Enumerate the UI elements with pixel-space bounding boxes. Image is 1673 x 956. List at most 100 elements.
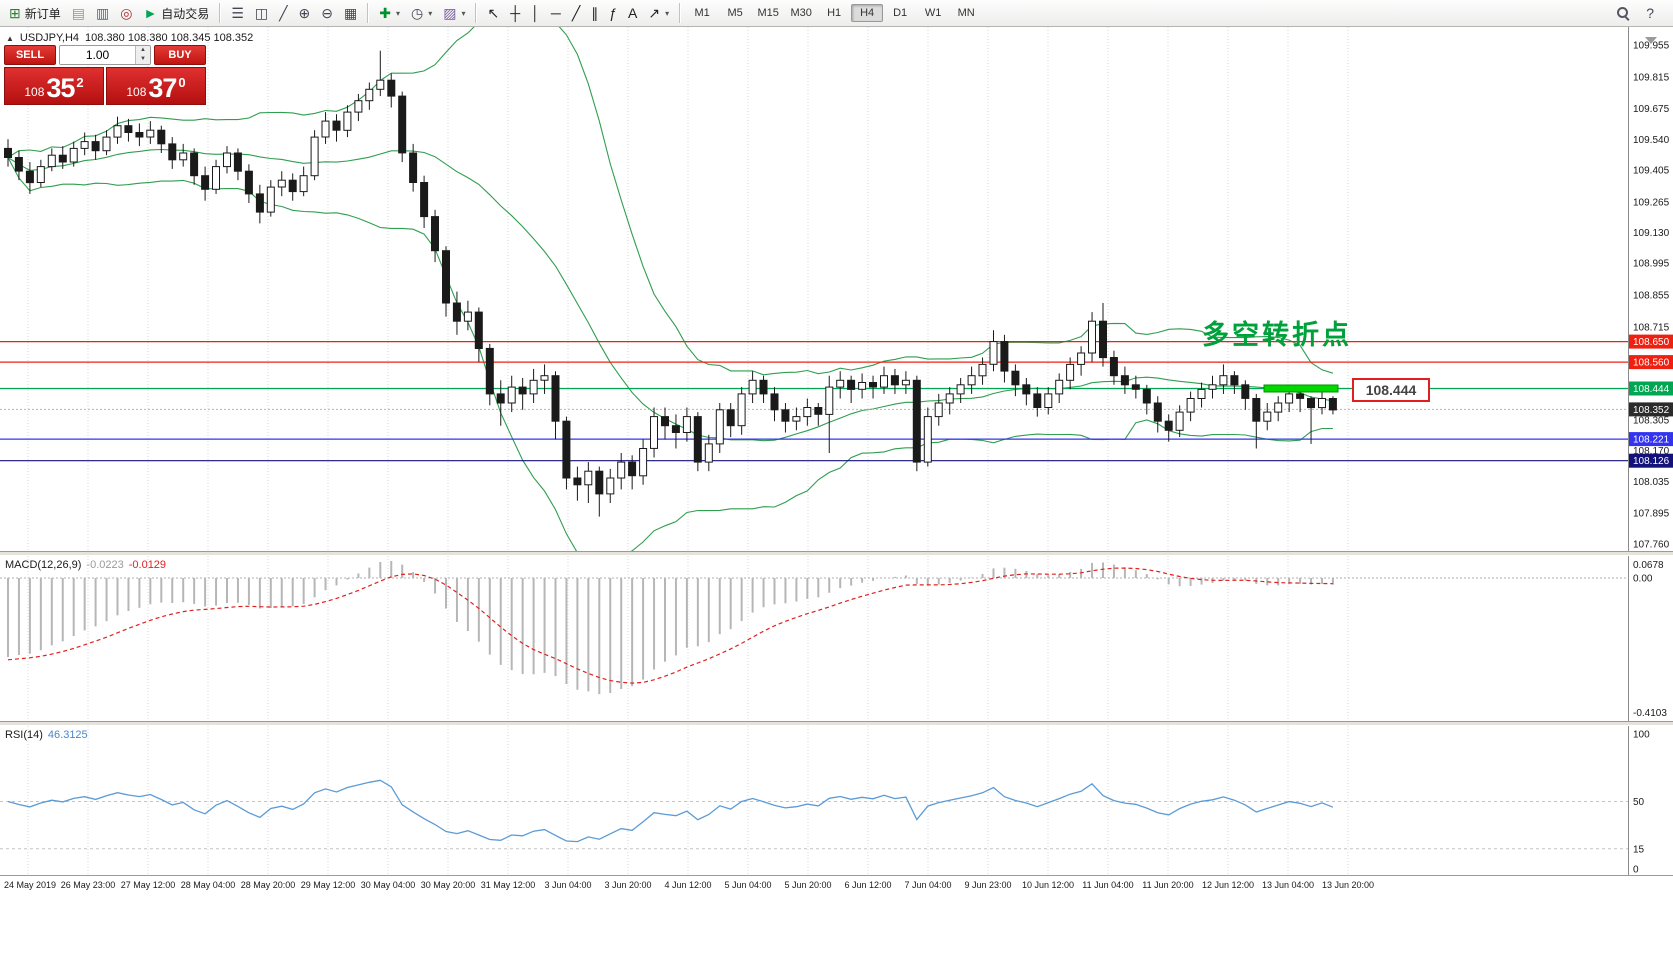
price-callout-label[interactable]: 108.444: [1352, 378, 1430, 402]
grid: [28, 27, 1348, 551]
bollinger-bands: [8, 27, 1333, 551]
timeframe-button-m5[interactable]: M5: [719, 4, 751, 22]
indicators-icon[interactable]: ✚▾: [374, 3, 405, 23]
time-axis-label: 7 Jun 04:00: [904, 880, 951, 890]
bid-figure: 108: [24, 83, 44, 101]
dropdown-caret-icon: ▾: [428, 9, 432, 18]
data-window-icon[interactable]: ▥: [91, 3, 114, 23]
text-icon[interactable]: A: [623, 3, 642, 23]
periods-icon: ◷: [411, 6, 423, 20]
timeframe-button-mn[interactable]: MN: [950, 4, 982, 22]
line-chart-icon[interactable]: ╱: [274, 3, 292, 23]
fibonacci-icon[interactable]: ƒ: [604, 3, 622, 23]
bar-chart-icon[interactable]: ☰: [226, 3, 249, 23]
price-scale[interactable]: 109.955109.815109.675109.540109.405109.2…: [1629, 27, 1673, 551]
svg-text:107.895: 107.895: [1633, 509, 1670, 520]
cursor-icon[interactable]: ↖: [482, 3, 504, 23]
bar-chart-icon: ☰: [231, 6, 244, 20]
navigator-icon[interactable]: ◎: [115, 3, 137, 23]
candlestick-chart-icon: ◫: [255, 6, 268, 20]
zoom-out-icon: ⊖: [321, 6, 333, 20]
macd-signal-line: [8, 568, 1333, 683]
trendline-icon: ╱: [572, 6, 580, 20]
time-axis-label: 10 Jun 12:00: [1022, 880, 1074, 890]
new-order-button[interactable]: ⊞新订单: [4, 2, 66, 25]
volume-input[interactable]: [60, 46, 135, 64]
svg-text:108.352: 108.352: [1633, 405, 1670, 416]
price-chart-canvas[interactable]: 109.955109.815109.675109.540109.405109.2…: [0, 27, 1673, 551]
horizontal-line-icon: ─: [551, 6, 561, 20]
time-axis-label: 28 May 04:00: [181, 880, 236, 890]
svg-text:109.405: 109.405: [1633, 166, 1670, 177]
sell-button[interactable]: SELL: [4, 45, 56, 65]
periods-icon[interactable]: ◷▾: [406, 3, 437, 23]
toolbar-separator: [219, 3, 221, 23]
cursor-icon: ↖: [487, 6, 499, 20]
time-axis-label: 13 Jun 04:00: [1262, 880, 1314, 890]
volume-down-button[interactable]: ▼: [136, 55, 150, 64]
toolbar-separator: [679, 3, 681, 23]
crosshair-icon[interactable]: ┼: [505, 3, 525, 23]
svg-text:108.995: 108.995: [1633, 259, 1670, 270]
chart-text-annotation[interactable]: 多空转折点: [1202, 313, 1352, 352]
zoom-in-icon[interactable]: ⊕: [294, 3, 316, 23]
vertical-line-icon[interactable]: │: [526, 3, 545, 23]
trendline-icon[interactable]: ╱: [567, 3, 585, 23]
svg-text:109.265: 109.265: [1633, 197, 1670, 208]
time-axis-label: 11 Jun 04:00: [1082, 880, 1133, 890]
channel-icon[interactable]: ∥: [586, 3, 603, 23]
time-axis-label: 28 May 20:00: [241, 880, 296, 890]
timeframe-button-m1[interactable]: M1: [686, 4, 718, 22]
buy-button[interactable]: BUY: [154, 45, 206, 65]
macd-main-value: -0.0223: [86, 559, 123, 571]
timeframe-button-d1[interactable]: D1: [884, 4, 916, 22]
volume-stepper[interactable]: ▲ ▼: [59, 45, 151, 65]
search-icon[interactable]: [1612, 4, 1635, 23]
svg-text:0.0678: 0.0678: [1633, 560, 1664, 571]
svg-text:109.130: 109.130: [1633, 228, 1670, 239]
time-axis-label: 26 May 23:00: [61, 880, 116, 890]
new-order-label: 新订单: [25, 5, 61, 22]
bid-price-display[interactable]: 108 35 2: [4, 67, 104, 105]
svg-text:109.540: 109.540: [1633, 135, 1670, 146]
timeframe-button-h4[interactable]: H4: [851, 4, 883, 22]
templates-icon[interactable]: ▨▾: [438, 3, 470, 23]
expand-icon[interactable]: ▲: [6, 34, 14, 43]
line-chart-icon: ╱: [279, 6, 287, 20]
timeframe-button-m30[interactable]: M30: [785, 4, 817, 22]
highlighted-level-segment[interactable]: [1264, 385, 1338, 392]
horizontal-line-icon[interactable]: ─: [546, 3, 566, 23]
svg-text:107.760: 107.760: [1633, 539, 1670, 550]
market-watch-icon[interactable]: ▤: [67, 3, 90, 23]
zoom-in-icon: ⊕: [299, 6, 311, 20]
time-axis-label: 6 Jun 12:00: [844, 880, 891, 890]
templates-icon: ▨: [443, 6, 456, 20]
svg-text:108.855: 108.855: [1633, 291, 1670, 302]
arrow-tools-icon[interactable]: ↗▾: [643, 3, 674, 23]
svg-text:0: 0: [1633, 865, 1639, 876]
candlestick-chart-icon[interactable]: ◫: [250, 3, 273, 23]
timeframe-button-w1[interactable]: W1: [917, 4, 949, 22]
market-watch-icon: ▤: [72, 6, 85, 20]
volume-up-button[interactable]: ▲: [136, 46, 150, 55]
ask-price-display[interactable]: 108 37 0: [106, 67, 206, 105]
time-axis-label: 13 Jun 20:00: [1322, 880, 1374, 890]
ohlc-values: 108.380 108.380 108.345 108.352: [85, 32, 253, 44]
autotrade-button[interactable]: ►自动交易: [138, 2, 214, 25]
timeframe-button-h1[interactable]: H1: [818, 4, 850, 22]
svg-text:108.444: 108.444: [1633, 384, 1670, 395]
svg-text:100: 100: [1633, 730, 1650, 741]
help-icon[interactable]: ?: [1641, 3, 1659, 23]
timeframe-button-m15[interactable]: M15: [752, 4, 784, 22]
tile-windows-icon[interactable]: ▦: [339, 3, 362, 23]
zoom-out-icon[interactable]: ⊖: [316, 3, 338, 23]
candles: [5, 51, 1337, 517]
